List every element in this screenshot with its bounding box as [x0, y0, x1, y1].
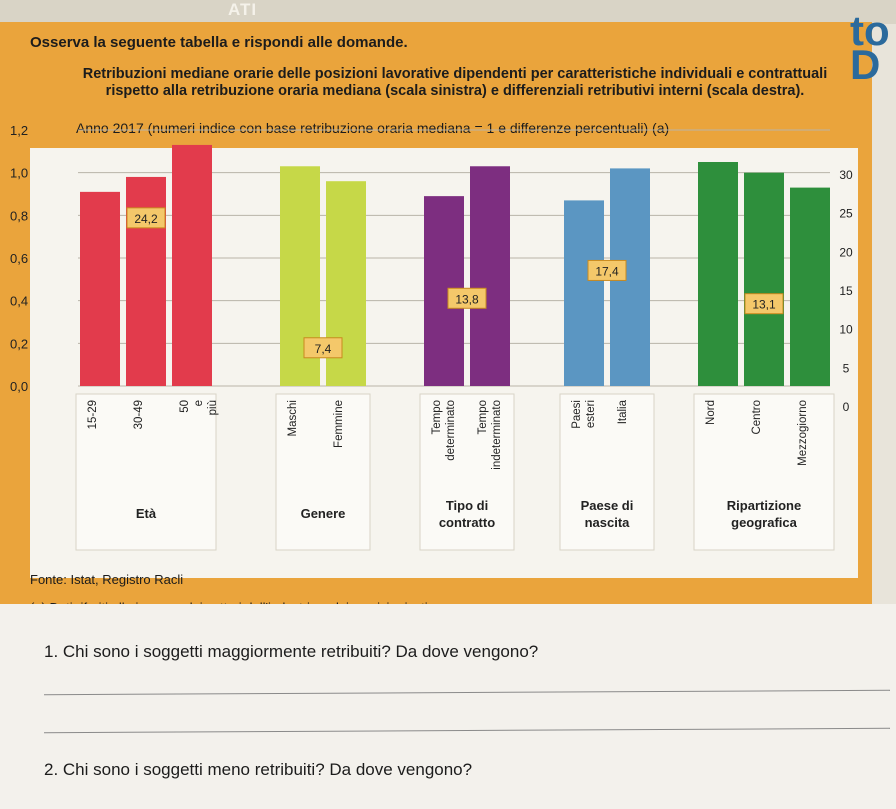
- category-label: determinato: [445, 400, 457, 461]
- question-2: 2. Chi sono i soggetti meno retribuiti? …: [44, 760, 473, 779]
- category-label: più: [207, 400, 219, 415]
- edge-letter-2: D: [850, 41, 881, 88]
- left-tick-label: 0,2: [10, 336, 28, 351]
- differential-label: 17,4: [595, 264, 619, 278]
- group-label-box: [419, 393, 515, 551]
- group-label-box: [275, 393, 371, 551]
- group-label: nascita: [585, 515, 631, 530]
- differential-label: 13,8: [455, 292, 479, 306]
- category-label: Femmine: [333, 400, 345, 448]
- group-label: contratto: [439, 515, 495, 530]
- bar: [80, 191, 120, 386]
- differential-box: [587, 259, 627, 281]
- left-tick-label: 0,8: [10, 208, 28, 223]
- left-tick-label: 0,0: [10, 379, 28, 394]
- category-label: Centro: [751, 400, 763, 435]
- group-label-box: [75, 393, 217, 551]
- answer-line[interactable]: [44, 689, 890, 696]
- differential-label: 13,1: [752, 298, 776, 312]
- top-strip: [0, 0, 896, 24]
- differential-box: [447, 287, 487, 309]
- category-label: Maschi: [287, 400, 299, 436]
- group-label: geografica: [731, 515, 798, 530]
- group-label: Genere: [301, 506, 346, 521]
- left-tick-label: 0,4: [10, 294, 28, 309]
- chart-source: Fonte: Istat, Registro Racli: [30, 572, 184, 587]
- left-tick-label: 1,2: [10, 123, 28, 138]
- differential-box: [126, 207, 166, 229]
- differential-label: 7,4: [315, 342, 332, 356]
- bar: [564, 200, 604, 386]
- question-1: 1. Chi sono i soggetti maggiormente retr…: [44, 642, 539, 661]
- category-label: Nord: [705, 400, 717, 425]
- right-tick-label: 10: [839, 323, 853, 337]
- category-label: Italia: [617, 399, 629, 424]
- right-tick-label: 30: [839, 168, 853, 182]
- right-tick-label: 15: [839, 284, 853, 298]
- chart-panel: Osserva la seguente tabella e rispondi a…: [0, 22, 872, 615]
- left-tick-label: 0,6: [10, 251, 28, 266]
- category-label: Mezzogiorno: [797, 400, 809, 466]
- right-tick-label: 5: [843, 361, 850, 375]
- chart-title: Retribuzioni mediane orarie delle posizi…: [82, 66, 828, 99]
- group-label: Paese di: [581, 498, 634, 513]
- differential-box: [744, 293, 784, 315]
- group-label-box: [693, 393, 835, 551]
- left-tick-label: 1,0: [10, 166, 28, 181]
- bar: [172, 144, 212, 386]
- exercise-instruction: Osserva la seguente tabella e rispondi a…: [30, 34, 408, 51]
- category-label: 50: [179, 400, 191, 413]
- right-tick-label: 0: [843, 400, 850, 414]
- category-label: 30-49: [133, 400, 145, 429]
- category-label: Paesi: [571, 400, 583, 429]
- group-label: Ripartizione: [727, 498, 801, 513]
- bar-chart: 0,0 0,2 0,4 0,6 0,8 1,0 1,2 0 5 10 15 20 25 30 15-29 30…: [10, 123, 853, 551]
- bar: [790, 187, 830, 386]
- group-label: Età: [136, 506, 157, 521]
- category-label: Tempo: [431, 400, 443, 435]
- bar: [698, 162, 738, 386]
- category-label: indeterminato: [491, 400, 503, 470]
- differential-label: 24,2: [134, 212, 158, 226]
- group-label: Tipo di: [446, 498, 488, 513]
- bar: [744, 172, 784, 386]
- chart-subtitle: Anno 2017 (numeri indice con base retrib…: [76, 120, 670, 136]
- category-label: 15-29: [87, 400, 99, 429]
- category-label: Tempo: [477, 400, 489, 435]
- right-tick-label: 20: [839, 245, 853, 259]
- category-label: esteri: [585, 400, 597, 428]
- page-edge-letters: to D: [850, 10, 890, 86]
- bar: [470, 166, 510, 386]
- right-tick-label: 25: [839, 207, 853, 221]
- differential-box: [303, 337, 343, 359]
- answer-line[interactable]: [44, 727, 890, 734]
- questions-section: 1. Chi sono i soggetti maggiormente retr…: [0, 604, 896, 809]
- edge-letter-1: to: [850, 7, 890, 54]
- category-label: e: [193, 400, 205, 406]
- header-word: ATI: [228, 0, 258, 19]
- group-label-box: [559, 393, 655, 551]
